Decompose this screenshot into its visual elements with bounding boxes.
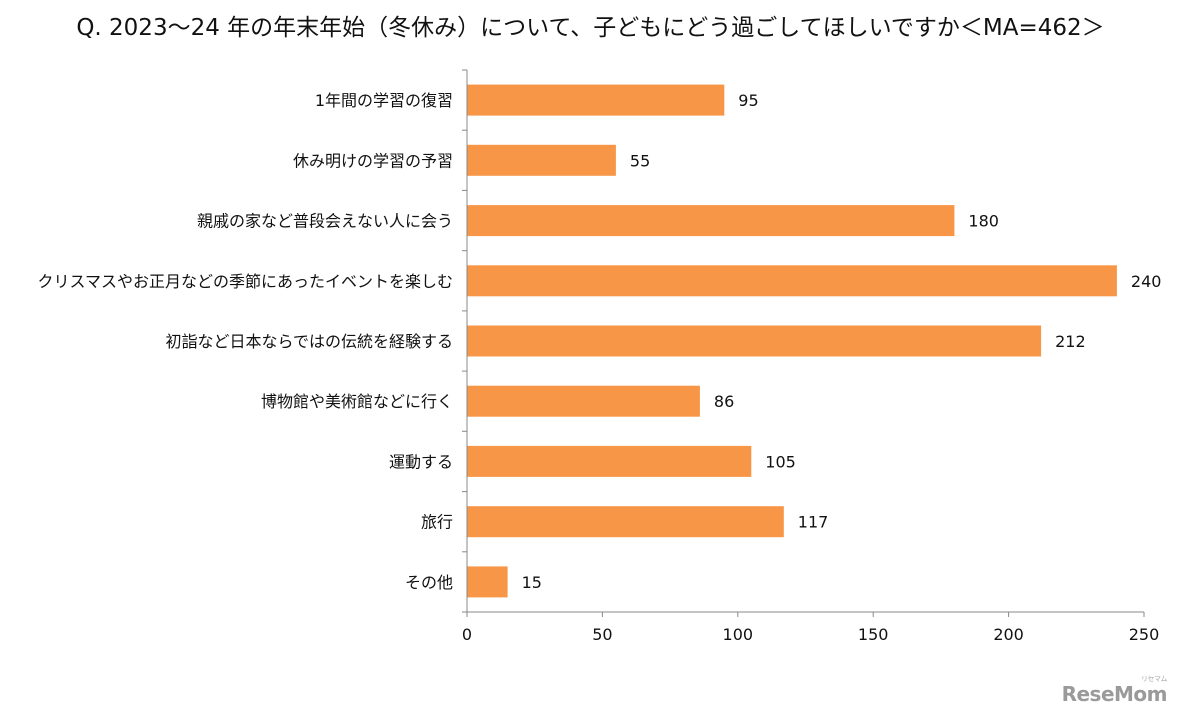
category-label: その他 (405, 573, 453, 592)
bar (467, 566, 508, 598)
watermark-logo: ReseMom リセマム (1061, 675, 1168, 706)
category-label: 博物館や美術館などに行く (261, 392, 453, 411)
x-tick-label: 100 (723, 625, 754, 644)
category-label: クリスマスやお正月などの季節にあったイベントを楽しむ (37, 272, 453, 291)
category-label: 旅行 (421, 513, 453, 532)
category-label: 休み明けの学習の予習 (293, 151, 453, 170)
bar (467, 385, 700, 417)
chart-title: Q. 2023～24 年の年末年始（冬休み）について、子どもにどう過ごしてほしい… (76, 15, 1105, 41)
data-label: 180 (968, 212, 999, 231)
x-tick-label: 250 (1129, 625, 1160, 644)
bar (467, 265, 1117, 297)
data-label: 117 (798, 513, 829, 532)
bar (467, 445, 752, 477)
data-label: 15 (522, 573, 542, 592)
category-label: 親戚の家など普段会えない人に会う (197, 212, 453, 231)
bar (467, 325, 1042, 357)
bar (467, 205, 955, 237)
data-label: 240 (1131, 272, 1162, 291)
data-label: 95 (738, 91, 758, 110)
bar (467, 84, 725, 116)
x-tick-label: 0 (462, 625, 472, 644)
category-label: 運動する (389, 452, 453, 471)
axes-group: 1年間の学習の復習 95 休み明けの学習の予習 55 親戚の家など普段会えない人に会う 1… (37, 69, 1162, 644)
category-label: 1年間の学習の復習 (315, 91, 453, 110)
bar (467, 506, 784, 538)
category-label: 初詣など日本ならではの伝統を経験する (165, 332, 453, 351)
data-label: 55 (630, 151, 650, 170)
data-label: 105 (765, 452, 796, 471)
x-tick-label: 200 (993, 625, 1024, 644)
bars-group (467, 84, 1117, 598)
x-tick-label: 150 (858, 625, 889, 644)
data-label: 212 (1055, 332, 1086, 351)
data-label: 86 (714, 392, 734, 411)
bar (467, 144, 616, 176)
x-tick-label: 50 (592, 625, 612, 644)
